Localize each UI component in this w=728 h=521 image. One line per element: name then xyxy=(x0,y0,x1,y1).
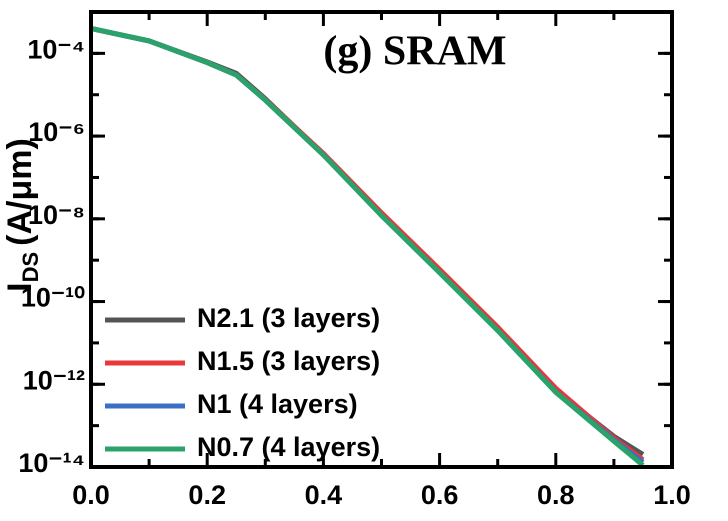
y-axis-label: IDS (A/μm) xyxy=(1,138,43,292)
y-tick-label: 10⁻⁴ xyxy=(27,34,85,64)
x-tick-label: 0.2 xyxy=(188,480,226,510)
x-tick-label: 0.8 xyxy=(537,480,575,510)
y-tick-label: 10⁻⁶ xyxy=(28,117,85,147)
x-tick-label: 0.4 xyxy=(305,480,343,510)
y-tick-label: 10⁻¹⁴ xyxy=(18,448,85,478)
series-line xyxy=(91,26,645,467)
x-tick-label: 0.0 xyxy=(72,480,110,510)
y-label-sub: DS xyxy=(18,252,43,283)
y-tick-label: 10⁻⁸ xyxy=(28,200,85,230)
y-tick-label: 10⁻¹⁰ xyxy=(21,283,85,313)
legend-label: N1.5 (3 layers) xyxy=(197,346,380,376)
y-label-main: I xyxy=(1,282,39,291)
x-tick-label: 0.6 xyxy=(421,480,459,510)
y-label-unit: (A/μm) xyxy=(1,138,39,246)
chart-title: (g) SRAM xyxy=(323,29,506,75)
plot-frame xyxy=(89,10,674,469)
legend-label: N2.1 (3 layers) xyxy=(197,303,380,333)
x-tick-label: 1.0 xyxy=(653,480,691,510)
y-tick-label: 10⁻¹² xyxy=(23,365,85,395)
legend-label: N0.7 (4 layers) xyxy=(197,432,380,462)
legend-label: N1 (4 layers) xyxy=(197,389,358,419)
